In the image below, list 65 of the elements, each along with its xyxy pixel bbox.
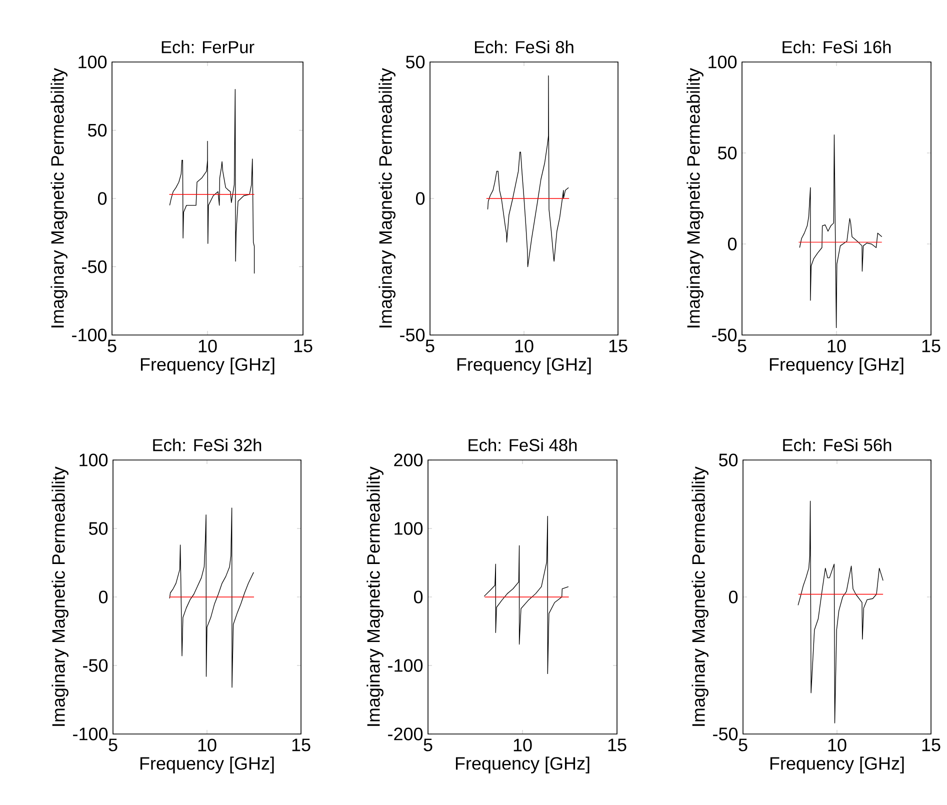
chart-title: Ech: FeSi 56h — [783, 438, 892, 452]
x-tick-label: 10 — [198, 340, 217, 352]
x-axis-title: Frequency [GHz] — [140, 756, 274, 774]
x-tick-label: 15 — [609, 340, 628, 352]
y-tick-label: 0 — [728, 590, 738, 604]
y-tick-label: 0 — [728, 238, 737, 250]
x-tick-label: 15 — [922, 340, 940, 352]
line-series — [484, 516, 569, 674]
y-axis-title: Imaginary Magnetic Permeability — [52, 466, 68, 726]
y-tick-label: -100 — [73, 728, 108, 740]
x-tick-label: 10 — [514, 738, 532, 752]
x-tick-label: 15 — [922, 738, 940, 752]
x-tick-label: 5 — [108, 738, 118, 752]
y-tick-label: 100 — [394, 522, 423, 535]
y-tick-label: 0 — [414, 590, 423, 604]
y-axis-title: Imaginary Magnetic Permeability — [692, 466, 708, 726]
y-tick-label: 200 — [394, 454, 423, 466]
y-tick-label: 100 — [708, 56, 737, 68]
x-tick-label: 15 — [292, 738, 310, 752]
x-axis-title: Frequency [GHz] — [140, 358, 274, 374]
x-tick-label: 5 — [426, 340, 434, 352]
x-tick-label: 10 — [828, 738, 846, 752]
y-tick-label: 50 — [406, 56, 425, 68]
x-axis-title: Frequency [GHz] — [457, 358, 591, 374]
x-tick-label: 15 — [294, 340, 312, 352]
y-tick-label: 100 — [80, 454, 108, 466]
x-tick-label: 5 — [738, 738, 748, 752]
y-tick-label: -50 — [400, 328, 425, 342]
y-tick-label: -50 — [713, 728, 738, 740]
x-tick-label: 5 — [108, 340, 116, 352]
chart-title: Ech: FeSi 48h — [468, 438, 577, 452]
y-tick-label: 50 — [88, 124, 107, 137]
y-axis-title: Imaginary Magnetic Permeability — [50, 68, 68, 328]
y-axis-title: Imaginary Magnetic Permeability — [366, 466, 384, 726]
chart-title: Ech: FeSi 8h — [475, 40, 574, 54]
y-tick-label: -200 — [388, 728, 423, 740]
x-tick-label: 10 — [828, 340, 846, 352]
y-axis-title: Imaginary Magnetic Permeability — [378, 68, 396, 328]
y-tick-label: 100 — [78, 56, 107, 68]
y-tick-label: 0 — [98, 192, 107, 205]
chart-title: Ech: FerPur — [162, 40, 254, 54]
y-tick-label: -100 — [72, 328, 107, 342]
x-axis-title: Frequency [GHz] — [770, 358, 904, 374]
y-tick-label: 50 — [88, 522, 108, 535]
y-tick-label: 50 — [718, 146, 737, 160]
line-series — [798, 500, 884, 724]
line-series — [169, 508, 254, 688]
x-tick-label: 10 — [515, 340, 534, 352]
y-axis-title: Imaginary Magnetic Permeability — [686, 68, 704, 328]
line-series — [799, 134, 882, 328]
y-tick-label: 0 — [98, 590, 108, 604]
y-tick-label: -50 — [83, 659, 108, 672]
x-tick-label: 10 — [198, 738, 216, 752]
y-tick-label: 50 — [718, 454, 738, 466]
y-tick-label: 0 — [416, 192, 425, 205]
chart-title: Ech: FeSi 32h — [153, 438, 262, 452]
x-tick-label: 5 — [738, 340, 746, 352]
y-tick-label: -50 — [82, 260, 107, 274]
y-tick-label: -50 — [712, 328, 737, 342]
chart-title: Ech: FeSi 16h — [782, 40, 891, 54]
x-axis-title: Frequency [GHz] — [456, 756, 590, 774]
x-tick-label: 15 — [608, 738, 626, 752]
y-tick-label: -100 — [388, 659, 423, 672]
x-tick-label: 5 — [424, 738, 432, 752]
x-axis-title: Frequency [GHz] — [770, 756, 904, 774]
